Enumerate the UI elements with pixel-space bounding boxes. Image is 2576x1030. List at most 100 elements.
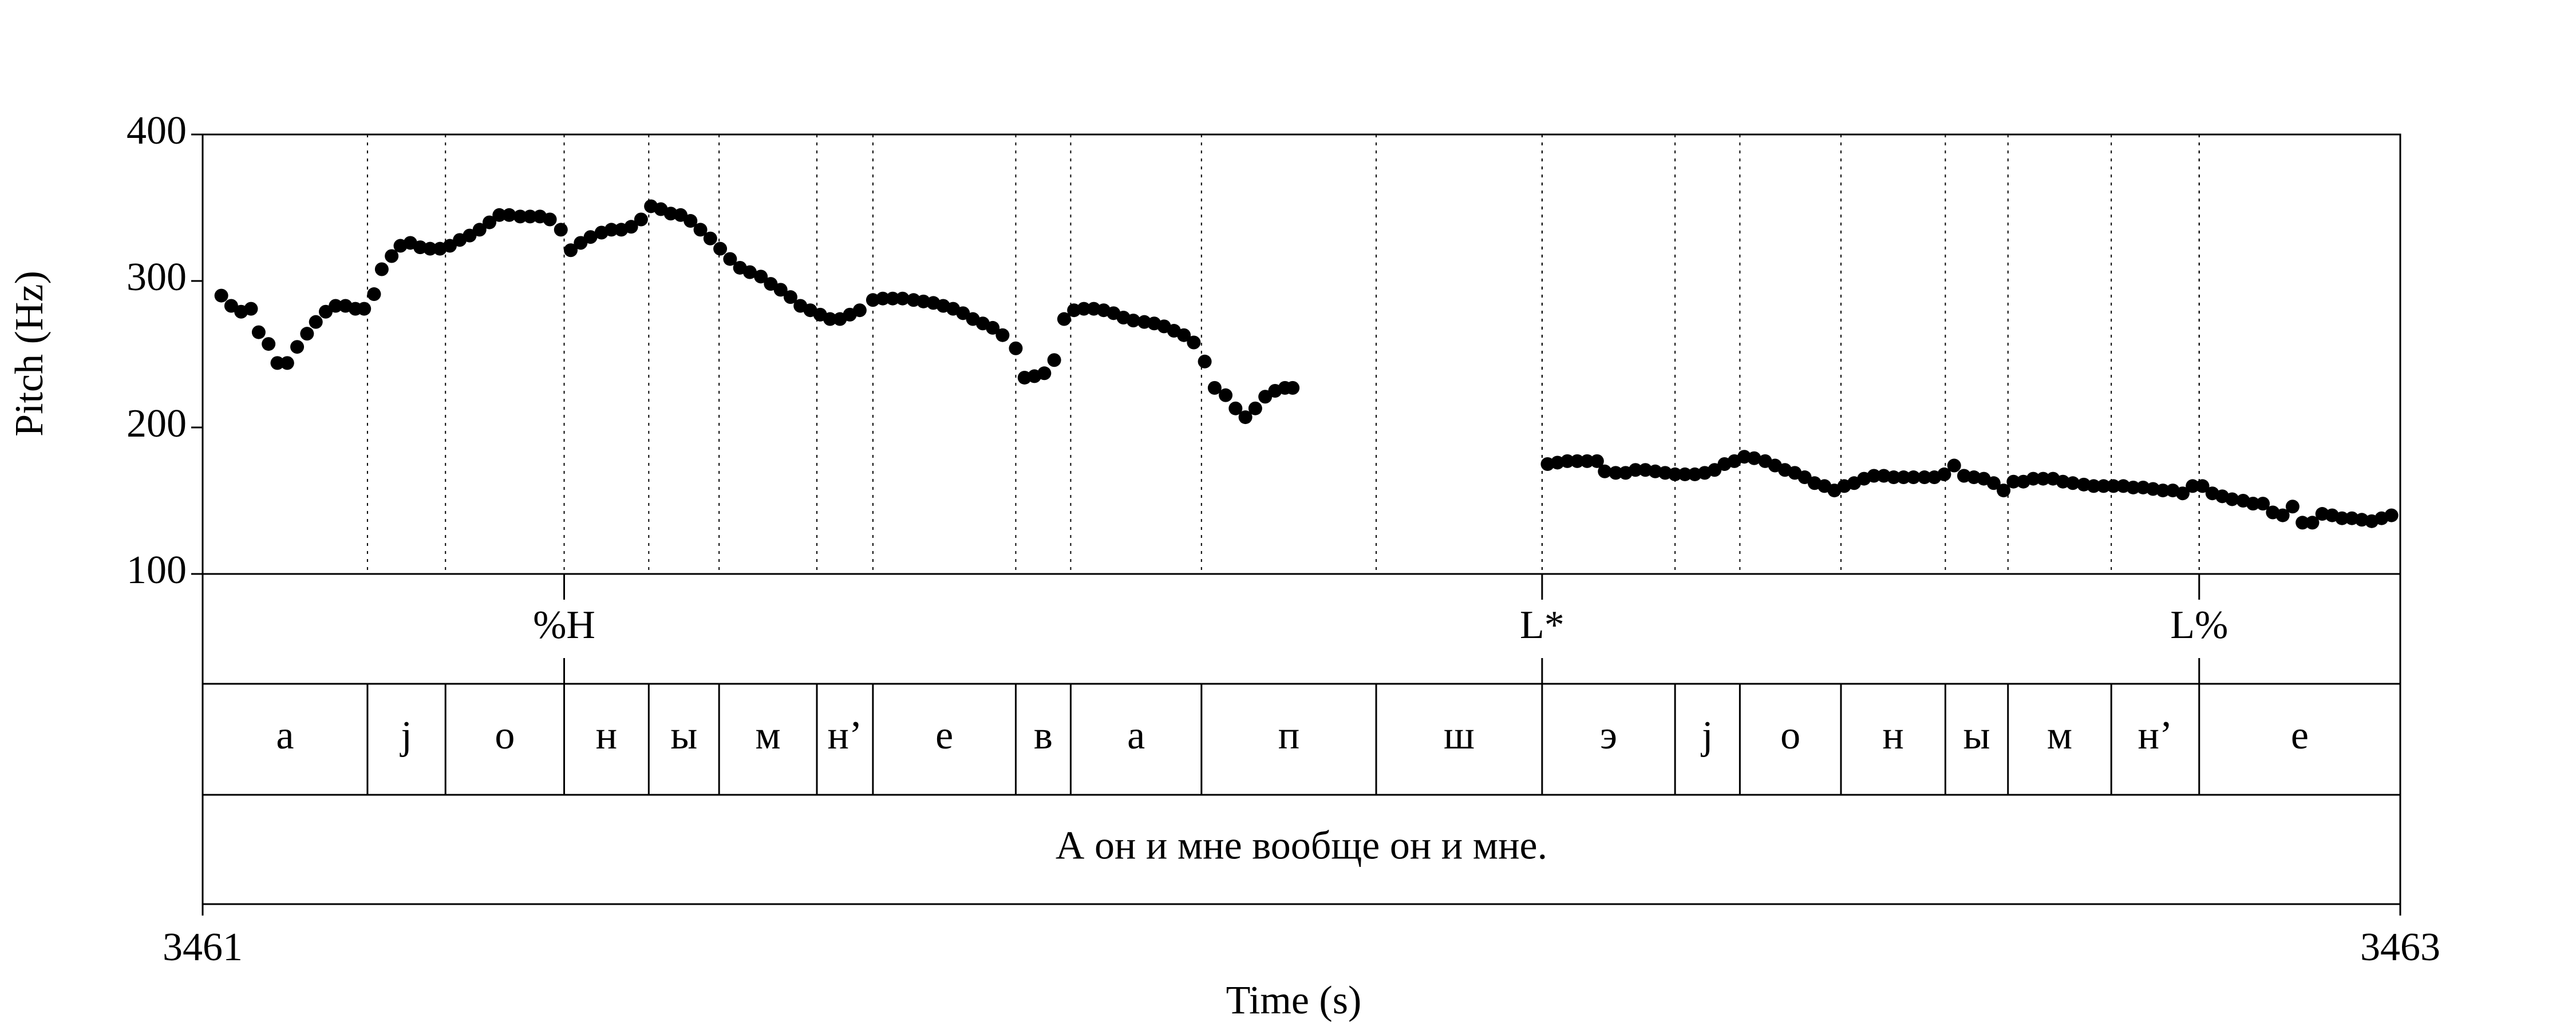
pitch-point (1077, 302, 1091, 316)
segment-label: j (1700, 714, 1713, 758)
pitch-point (280, 356, 294, 370)
segment-label: ы (670, 714, 697, 758)
pitch-point (244, 302, 258, 316)
pitch-point (1177, 328, 1191, 342)
pitch-point (300, 327, 314, 341)
pitch-point (1580, 454, 1594, 468)
pitch-point (472, 223, 487, 237)
pitch-point (1867, 469, 1881, 483)
pitch-point (2175, 486, 2190, 501)
pitch-point (1207, 381, 1222, 395)
pitch-point (1887, 470, 1901, 485)
pitch-point (693, 223, 708, 237)
pitch-point (742, 265, 757, 279)
pitch-point (764, 277, 778, 291)
pitch-point (564, 243, 578, 258)
pitch-point (374, 262, 389, 276)
pitch-point (876, 291, 890, 306)
pitch-point (1947, 458, 1961, 473)
pitch-point (357, 302, 372, 316)
pitch-point (385, 249, 399, 263)
pitch-point (1937, 467, 1951, 481)
pitch-point (995, 328, 1010, 342)
pitch-point (290, 340, 305, 354)
pitch-point (1198, 354, 1212, 369)
segment-label: н’ (2138, 714, 2173, 758)
pitch-point (224, 299, 238, 313)
pitch-point (2107, 479, 2121, 493)
pitch-point (583, 230, 598, 244)
pitch-point (367, 287, 381, 302)
segment-label: ш (1444, 714, 1475, 758)
y-tick-label: 400 (127, 109, 187, 153)
segment-label: а (1127, 714, 1145, 758)
segment-label: o (495, 714, 515, 758)
segment-label: е (2291, 714, 2309, 758)
y-tick-label: 200 (127, 402, 187, 446)
pitch-point (318, 304, 333, 319)
segment-label: н’ (828, 714, 863, 758)
pitch-point (783, 290, 797, 304)
pitch-point (1986, 476, 2001, 490)
pitch-point (2285, 500, 2300, 514)
pitch-point (2126, 480, 2140, 494)
pitch-point (956, 306, 970, 320)
pitch-point (1747, 451, 1761, 465)
segment-label: е (935, 714, 953, 758)
segment-label: a (276, 714, 294, 758)
pitch-point (852, 303, 867, 318)
pitch-point (2225, 492, 2239, 506)
pitch-point (2384, 508, 2399, 522)
pitch-point (1668, 467, 1682, 481)
tone-label: L* (1520, 603, 1564, 647)
pitch-point (2096, 479, 2111, 493)
pitch-point (502, 208, 516, 222)
pitch-point (1570, 454, 1585, 468)
tone-label: L% (2170, 603, 2228, 647)
pitch-point (683, 214, 698, 228)
segment-label: j (399, 714, 412, 758)
pitch-point (1708, 463, 1722, 477)
pitch-point (1009, 341, 1023, 355)
segment-label: в (1034, 714, 1053, 758)
pitch-point (773, 283, 788, 297)
pitch-point (673, 208, 688, 222)
tone-label: %H (533, 603, 595, 647)
x-tick-label: 3461 (163, 925, 243, 969)
segment-label: м (2047, 714, 2072, 758)
pitch-point (723, 252, 737, 266)
pitch-point (703, 231, 717, 245)
pitch-point (214, 288, 228, 303)
segment-label: н (1882, 714, 1903, 758)
pitch-point (543, 212, 557, 227)
pitch-point (1057, 312, 1071, 326)
pitch-point (309, 315, 323, 329)
pitch-point (1238, 410, 1253, 425)
pitch-point (554, 223, 568, 237)
x-axis-title: Time (s) (1226, 978, 1362, 1023)
pitch-point (2186, 479, 2200, 493)
segment-label: п (1278, 714, 1299, 758)
pitch-point (1678, 467, 1692, 481)
pitch-point (1228, 401, 1243, 415)
pitch-point (1258, 390, 1273, 404)
pitch-point (2087, 479, 2101, 493)
pitch-point (986, 320, 1000, 335)
pitch-point (513, 209, 527, 224)
pitch-point (1629, 463, 1643, 477)
pitch-point (1219, 388, 1233, 402)
pitch-point (463, 228, 477, 243)
pitch-point (492, 208, 507, 222)
pitch-point (1126, 314, 1140, 328)
pitch-point (262, 337, 276, 351)
pitch-point (2296, 516, 2310, 530)
segment-label: м (755, 714, 780, 758)
segment-label: э (1600, 714, 1617, 758)
utterance-label: А он и мне вообще он и мне. (1056, 824, 1547, 868)
pitch-point (2256, 497, 2270, 511)
pitch-point (1187, 335, 1201, 350)
pitch-point (634, 212, 648, 227)
pitch-point (423, 241, 437, 256)
pitch-point (1590, 454, 1604, 468)
